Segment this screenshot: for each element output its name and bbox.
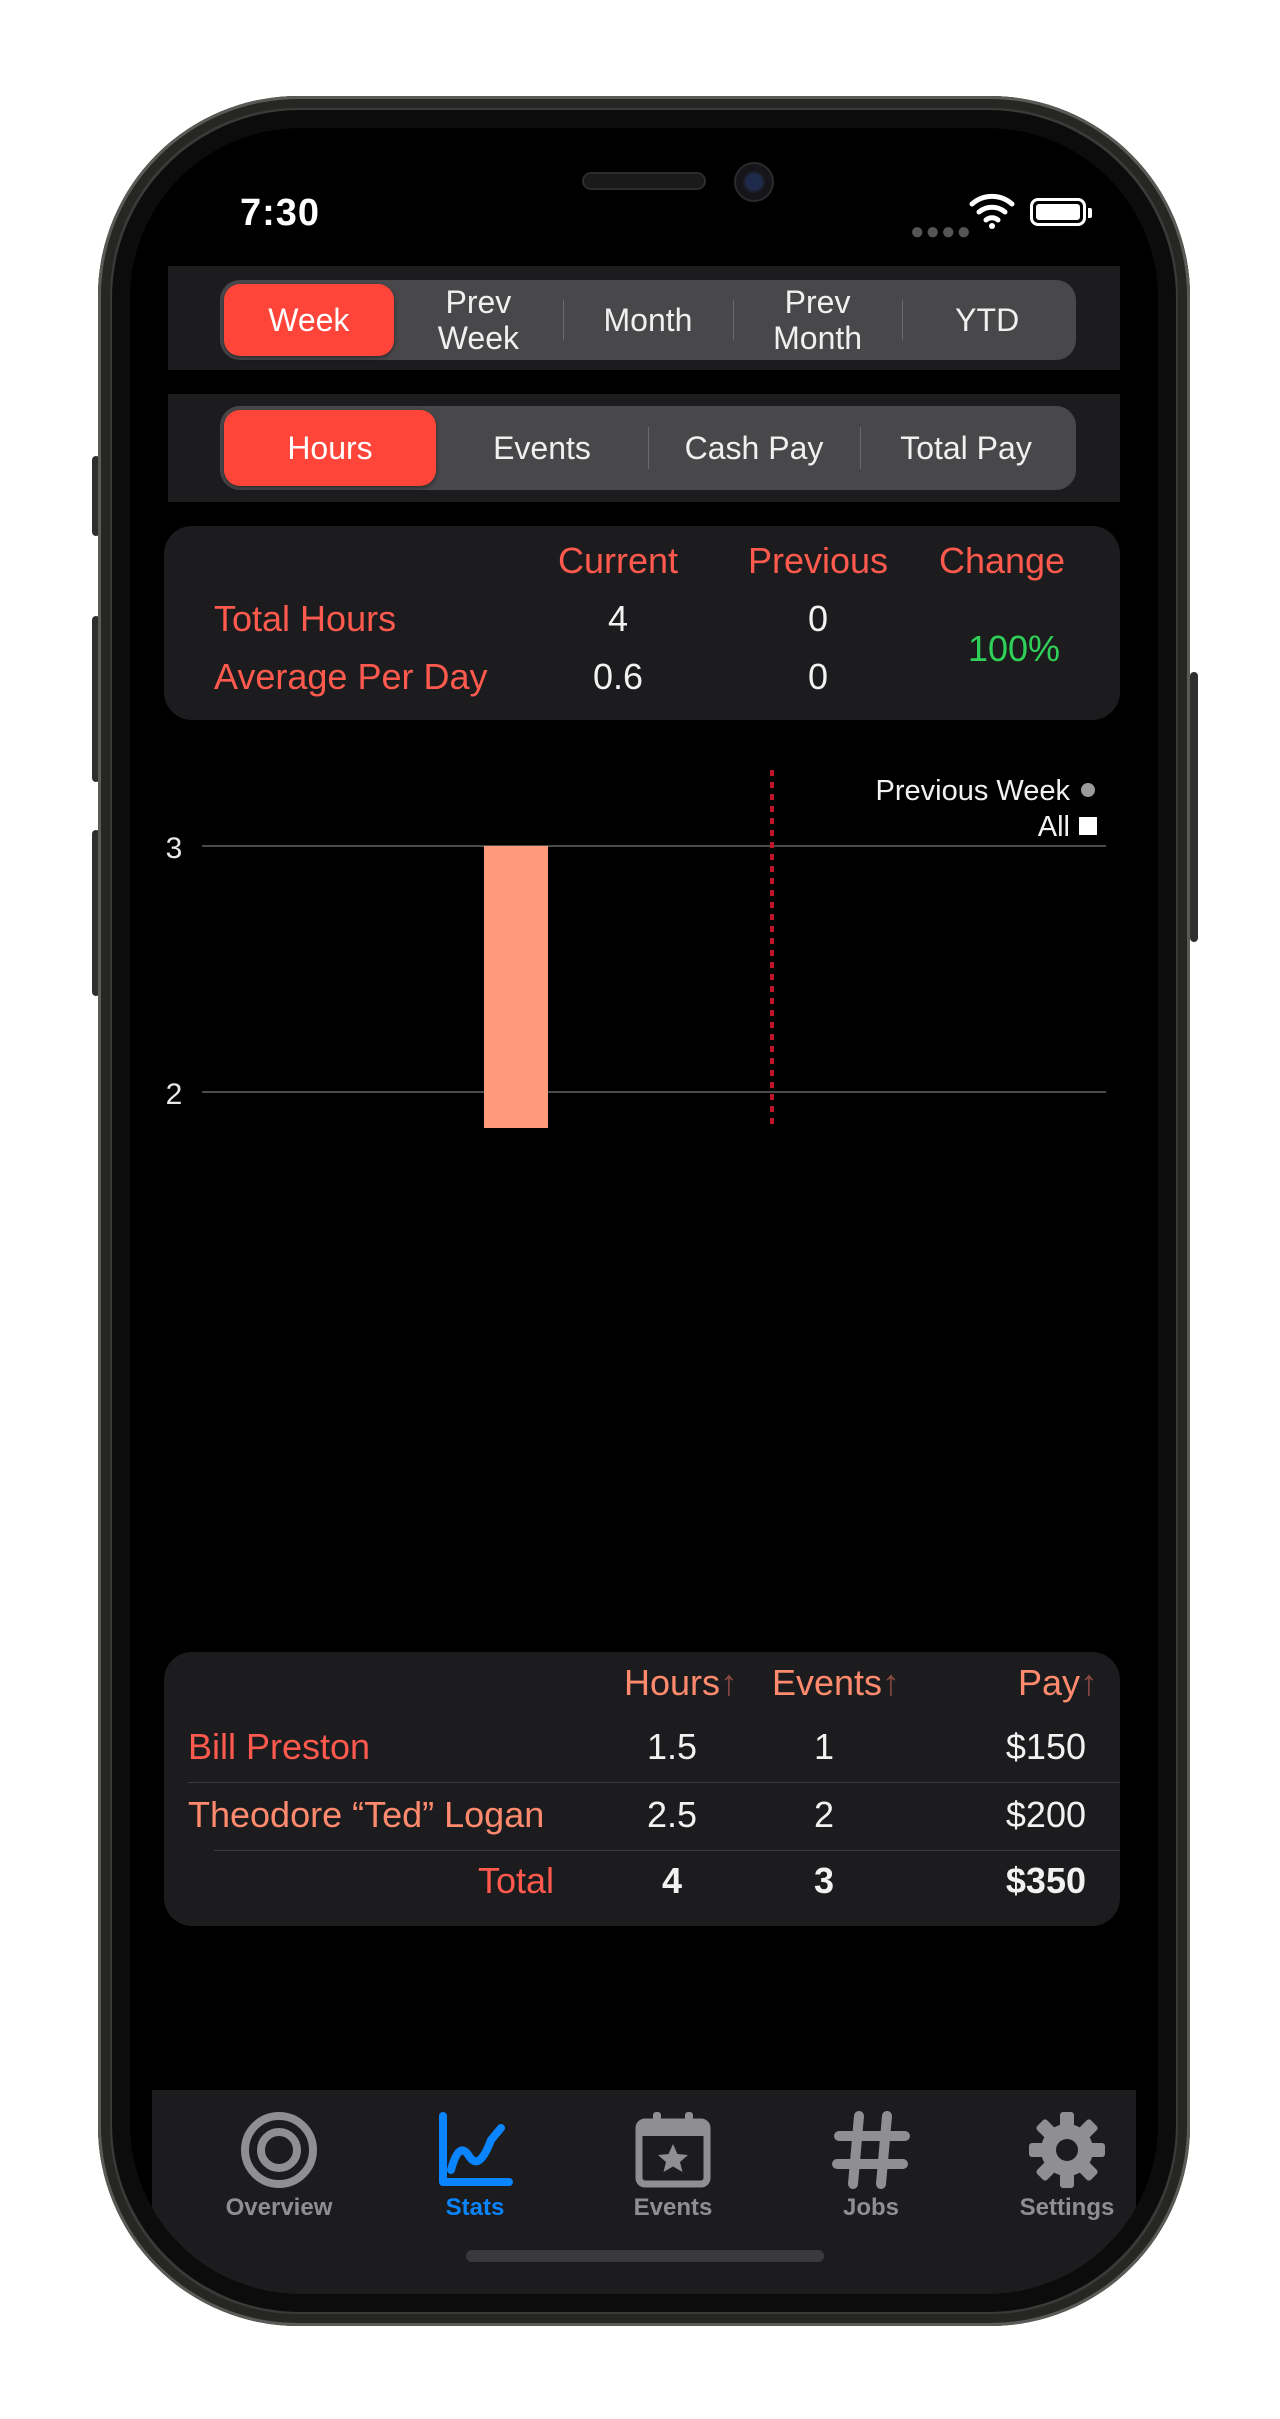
legend-square-marker: [1079, 817, 1097, 835]
tab-overview[interactable]: Overview: [184, 2110, 374, 2240]
segment-week[interactable]: Week: [224, 284, 394, 356]
row-name-ted-logan[interactable]: Theodore “Ted” Logan: [188, 1794, 545, 1835]
y-tick-label: 2: [166, 1078, 183, 1111]
header-previous: Previous: [747, 540, 889, 581]
speaker-grille: [582, 172, 706, 190]
row-name-bill-preston[interactable]: Bill Preston: [188, 1726, 371, 1767]
sort-arrow-icon: ↑: [720, 1662, 738, 1703]
total-label: Total: [477, 1860, 554, 1901]
total-hours-current: 4: [607, 598, 629, 639]
bar-segment-tue: [484, 846, 548, 1128]
segment-prev-week[interactable]: Prev Week: [437, 284, 519, 356]
segment-prev-month[interactable]: Prev Month: [732, 284, 903, 356]
bill-pay: $150: [1005, 1726, 1086, 1767]
mute-switch: [92, 456, 100, 536]
ted-pay: $200: [1005, 1794, 1086, 1835]
y-tick-label: 3: [166, 832, 183, 865]
tab-jobs[interactable]: Jobs: [776, 2110, 966, 2240]
battery-icon: [1030, 198, 1092, 226]
row-label-average-per-day: Average Per Day: [214, 656, 488, 697]
breakdown-card: [164, 1652, 1120, 1926]
signal-dots-icon: ●●●●: [910, 218, 972, 245]
home-indicator[interactable]: [466, 2250, 824, 2262]
sort-arrow-icon: ↑: [1080, 1662, 1098, 1703]
wifi-icon: [969, 193, 1015, 229]
average-current: 0.6: [592, 656, 644, 697]
chart-line-icon: [439, 2112, 513, 2186]
tab-settings[interactable]: Settings: [972, 2110, 1158, 2240]
legend-dot-marker: [1081, 783, 1095, 797]
period-segmented-control: Week Prev Week Month Prev Month YTD: [220, 280, 1076, 360]
total-hours-previous: 0: [807, 598, 829, 639]
sort-arrow-icon: ↑: [882, 1662, 900, 1703]
tab-events[interactable]: Events: [578, 2110, 768, 2240]
hours-bar-chart: 0123 SunMonTueWedThuFriSat Previous Week…: [166, 770, 1106, 1128]
total-pay: $350: [1005, 1860, 1086, 1901]
row-divider: [214, 1850, 1120, 1851]
average-previous: 0: [807, 656, 829, 697]
power-button: [1190, 672, 1198, 942]
metric-segmented-control: Hours Events Cash Pay Total Pay: [220, 406, 1076, 490]
front-camera: [734, 162, 774, 202]
segment-month[interactable]: Month: [563, 284, 733, 356]
gear-icon: [1029, 2112, 1105, 2188]
volume-up-button: [92, 616, 100, 782]
change-value: 100%: [967, 628, 1061, 669]
segment-total-pay[interactable]: Total Pay: [860, 410, 1072, 486]
row-divider: [188, 1782, 1120, 1783]
legend-label: All: [1038, 811, 1070, 843]
total-events: 3: [813, 1860, 835, 1901]
calendar-star-icon: [635, 2112, 711, 2188]
volume-down-button: [92, 830, 100, 996]
segment-events[interactable]: Events: [493, 430, 591, 466]
ted-hours: 2.5: [646, 1794, 698, 1835]
status-time: 7:30: [240, 192, 321, 234]
target-icon: [241, 2112, 317, 2188]
row-label-total-hours: Total Hours: [214, 598, 397, 639]
segment-cash-pay[interactable]: Cash Pay: [648, 410, 860, 486]
segment-hours[interactable]: Hours: [224, 410, 436, 486]
ted-events: 2: [813, 1794, 835, 1835]
header-current: Current: [557, 540, 679, 581]
header-hours[interactable]: Hours↑: [623, 1662, 738, 1703]
bill-events: 1: [813, 1726, 835, 1767]
bill-hours: 1.5: [646, 1726, 698, 1767]
header-change: Change: [938, 540, 1066, 581]
app-screen: 7:30 ●●●● Week Prev Week Month Prev Mont…: [130, 128, 1158, 2294]
hashtag-icon: [832, 2111, 910, 2189]
total-hours: 4: [661, 1860, 683, 1901]
header-events[interactable]: Events↑: [771, 1662, 900, 1703]
summary-card: [164, 526, 1120, 720]
header-pay[interactable]: Pay↑: [1017, 1662, 1098, 1703]
segment-ytd[interactable]: YTD: [902, 284, 1072, 356]
legend-label: Previous Week: [876, 775, 1071, 807]
tab-stats[interactable]: Stats: [380, 2110, 570, 2240]
